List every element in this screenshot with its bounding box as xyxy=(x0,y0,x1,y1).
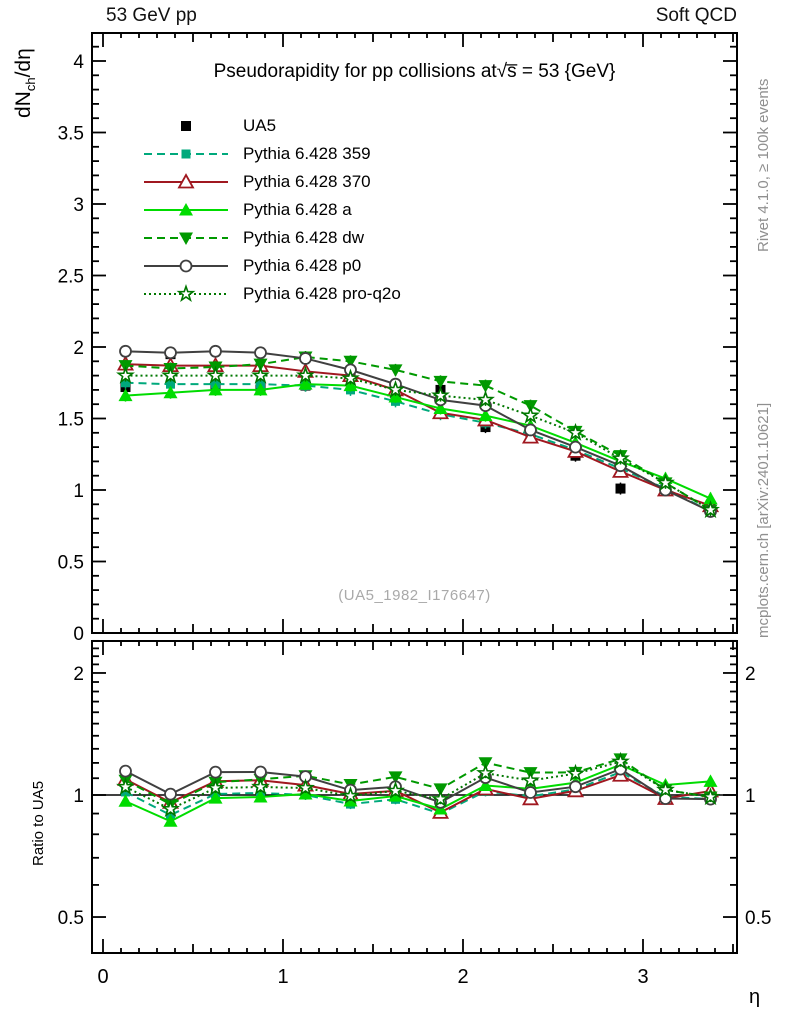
plot-title: Pseudorapidity for pp collisions at√s̅ =… xyxy=(213,61,616,82)
svg-text:3: 3 xyxy=(637,966,648,988)
legend-label: Pythia 6.428 pro-q2o xyxy=(243,284,401,303)
legend-item-pythia-6-428-dw: Pythia 6.428 dw xyxy=(142,224,401,252)
svg-text:0.5: 0.5 xyxy=(58,553,84,574)
svg-text:1: 1 xyxy=(745,786,756,807)
svg-text:4: 4 xyxy=(73,52,84,73)
svg-text:0: 0 xyxy=(97,966,108,988)
svg-text:2.5: 2.5 xyxy=(58,267,84,288)
legend-marker-sample xyxy=(144,203,228,216)
y-axis-title-post: /dη xyxy=(12,48,35,78)
svg-text:2: 2 xyxy=(73,664,84,685)
svg-text:3: 3 xyxy=(73,195,84,216)
legend-item-ua5: UA5 xyxy=(142,112,401,140)
svg-text:2: 2 xyxy=(457,966,468,988)
legend-label: Pythia 6.428 p0 xyxy=(243,256,362,275)
axis-ticks xyxy=(92,33,737,953)
legend-marker-sample xyxy=(144,284,228,303)
svg-text:1: 1 xyxy=(73,481,84,502)
svg-text:2: 2 xyxy=(745,664,756,685)
legend-label: Pythia 6.428 359 xyxy=(243,144,371,163)
svg-text:0.5: 0.5 xyxy=(58,908,84,929)
svg-text:2: 2 xyxy=(73,338,84,359)
svg-text:1: 1 xyxy=(73,786,84,807)
series-pythia-6-428-dw xyxy=(118,351,718,812)
legend-marker-sample xyxy=(144,173,228,189)
legend-item-pythia-6-428-370: Pythia 6.428 370 xyxy=(142,168,401,196)
series-pythia-6-428-pro-q2o xyxy=(116,365,720,818)
y-axis-title-ratio: Ratio to UA5 xyxy=(30,780,47,866)
y-axis-title-main: dNch/dη xyxy=(12,48,38,118)
credit-rivet-version: Rivet 4.1.0, ≥ 100k events xyxy=(755,78,772,252)
y-axis-title-sub: ch xyxy=(23,77,39,92)
legend-label: UA5 xyxy=(243,116,277,135)
legend: UA5 Pythia 6.428 359 Pythia 6.428 370 Pythi… xyxy=(142,112,401,308)
svg-text:0: 0 xyxy=(73,624,84,645)
svg-text:1: 1 xyxy=(277,966,288,988)
legend-label: Pythia 6.428 a xyxy=(243,200,352,219)
legend-item-pythia-6-428-a: Pythia 6.428 a xyxy=(142,196,401,224)
svg-text:1.5: 1.5 xyxy=(58,410,84,431)
credit-mcplots-arxiv: mcplots.cern.ch [arXiv:2401.10621] xyxy=(755,402,772,638)
series-pythia-6-428-p0 xyxy=(119,344,717,809)
legend-marker-sample xyxy=(144,149,228,159)
legend-marker-sample xyxy=(144,232,228,245)
legend-label: Pythia 6.428 dw xyxy=(243,228,364,247)
legend-marker-sample xyxy=(144,259,228,273)
header-beam-energy: 53 GeV pp xyxy=(106,5,197,26)
svg-text:3.5: 3.5 xyxy=(58,124,84,145)
analysis-id-watermark: (UA5_1982_I176647) xyxy=(338,587,491,604)
axis-tick-labels: 0 0.5 1 1.5 2 2.5 3 3.5 4 0.5 0.5 1 1 2 2 0 1 2 3 xyxy=(58,52,772,988)
svg-text:0.5: 0.5 xyxy=(745,908,771,929)
legend-item-pythia-6-428-359: Pythia 6.428 359 xyxy=(142,140,401,168)
y-axis-title-pre: dN xyxy=(12,91,35,118)
legend-marker-sample xyxy=(181,121,191,131)
x-axis-title: η xyxy=(749,986,761,1008)
legend-item-pythia-6-428-pro-q2o: Pythia 6.428 pro-q2o xyxy=(142,280,401,308)
legend-label: Pythia 6.428 370 xyxy=(243,172,371,191)
header-process-group: Soft QCD xyxy=(655,5,737,26)
legend-item-pythia-6-428-p0: Pythia 6.428 p0 xyxy=(142,252,401,280)
